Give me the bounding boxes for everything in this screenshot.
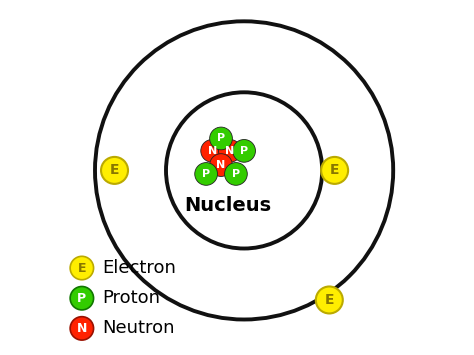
Text: E: E <box>78 262 86 274</box>
Circle shape <box>210 127 232 150</box>
Text: Neutron: Neutron <box>102 320 175 337</box>
Text: Electron: Electron <box>102 259 176 277</box>
Circle shape <box>233 140 255 162</box>
Circle shape <box>70 286 93 310</box>
Circle shape <box>225 163 247 185</box>
Text: Proton: Proton <box>102 289 161 307</box>
Text: P: P <box>240 146 248 156</box>
Text: N: N <box>225 146 235 156</box>
Text: E: E <box>330 163 339 178</box>
Text: E: E <box>325 293 334 307</box>
Circle shape <box>195 163 218 185</box>
Text: N: N <box>217 160 226 170</box>
Text: P: P <box>232 169 240 179</box>
Text: E: E <box>110 163 119 178</box>
Text: P: P <box>217 133 225 143</box>
Circle shape <box>210 154 232 176</box>
Circle shape <box>70 256 93 280</box>
Circle shape <box>219 140 241 162</box>
Text: P: P <box>202 169 210 179</box>
Text: N: N <box>208 146 217 156</box>
Text: Nucleus: Nucleus <box>184 196 272 215</box>
Circle shape <box>101 157 128 184</box>
Text: N: N <box>77 322 87 335</box>
Circle shape <box>201 140 224 162</box>
Text: P: P <box>77 292 86 305</box>
Circle shape <box>316 286 343 313</box>
Circle shape <box>70 317 93 340</box>
Circle shape <box>321 157 348 184</box>
